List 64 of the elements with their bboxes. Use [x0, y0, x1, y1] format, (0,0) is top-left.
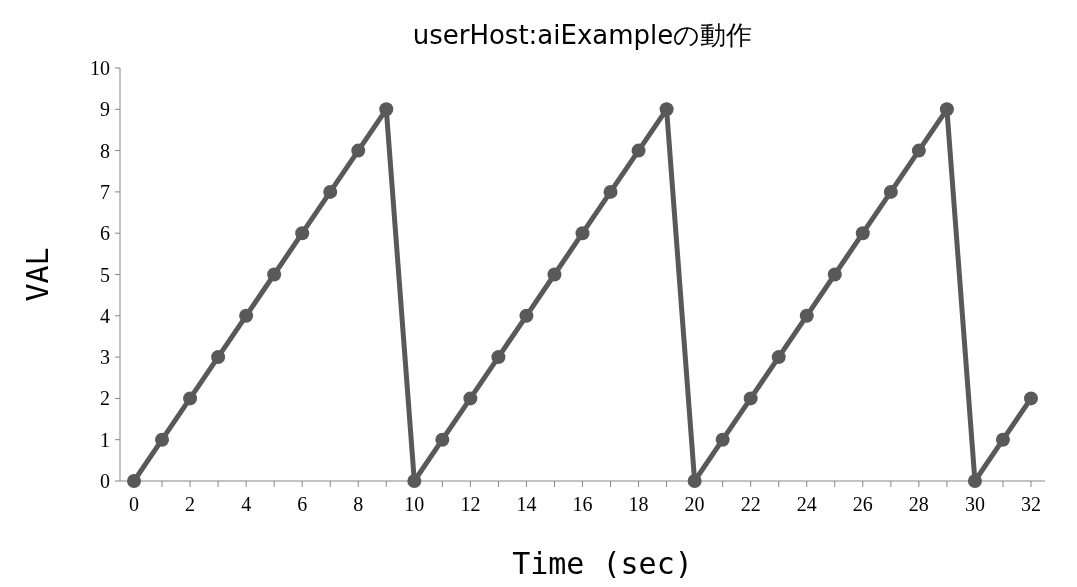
y-tick-label: 0 — [100, 470, 110, 492]
x-tick-label: 4 — [241, 493, 252, 515]
point — [379, 102, 394, 117]
point — [239, 308, 254, 323]
x-tick-label: 0 — [129, 493, 140, 515]
y-tick-label: 1 — [100, 428, 110, 451]
point — [267, 267, 282, 282]
x-tick-label: 8 — [353, 493, 364, 515]
point — [1023, 391, 1038, 406]
point — [323, 184, 338, 199]
y-tick-label: 3 — [100, 346, 110, 369]
x-tick-label: 22 — [740, 493, 761, 515]
point — [183, 391, 198, 406]
point — [575, 226, 590, 241]
point — [687, 474, 702, 488]
x-tick-label: 28 — [908, 493, 929, 515]
x-tick-label: 30 — [964, 493, 985, 515]
x-tick-label: 18 — [628, 493, 649, 515]
point — [491, 350, 506, 365]
point — [659, 102, 674, 117]
y-tick-label: 9 — [100, 98, 110, 121]
y-tick-label: 8 — [100, 139, 110, 162]
x-tick-label: 24 — [796, 493, 817, 515]
point — [855, 226, 870, 241]
point — [911, 143, 926, 158]
point — [547, 267, 562, 282]
x-tick-label: 16 — [572, 493, 593, 515]
point — [883, 184, 898, 199]
x-tick-label: 14 — [516, 493, 537, 515]
y-axis-title: VAL — [20, 247, 55, 302]
point — [799, 308, 814, 323]
point — [715, 432, 730, 447]
point — [939, 102, 954, 117]
point — [127, 474, 142, 488]
y-tick-label: 10 — [90, 57, 110, 79]
point — [771, 350, 786, 365]
point — [211, 350, 226, 365]
x-tick-label: 26 — [852, 493, 873, 515]
y-tick-label: 7 — [100, 180, 110, 203]
point — [631, 143, 646, 158]
point — [603, 184, 618, 199]
x-tick-label: 10 — [404, 493, 425, 515]
y-tick-label: 2 — [100, 387, 110, 410]
point — [995, 432, 1010, 447]
point — [519, 308, 534, 323]
point — [351, 143, 366, 158]
point — [407, 474, 422, 488]
x-tick-label: 20 — [684, 493, 705, 515]
y-tick-label: 4 — [100, 304, 110, 327]
point — [295, 226, 310, 241]
point — [967, 474, 982, 488]
x-tick-label: 32 — [1020, 493, 1041, 515]
point — [743, 391, 758, 406]
x-tick-label: 12 — [460, 493, 481, 515]
x-tick-label: 6 — [297, 493, 308, 515]
x-axis-title: Time (sec) — [512, 546, 693, 581]
point — [463, 391, 478, 406]
y-tick-label: 6 — [100, 222, 110, 245]
point — [435, 432, 450, 447]
point — [155, 432, 170, 447]
x-tick-label: 2 — [185, 493, 196, 515]
chart-title: userHost:aiExampleの動作 — [412, 20, 753, 50]
point — [827, 267, 842, 282]
y-tick-label: 5 — [100, 263, 110, 286]
